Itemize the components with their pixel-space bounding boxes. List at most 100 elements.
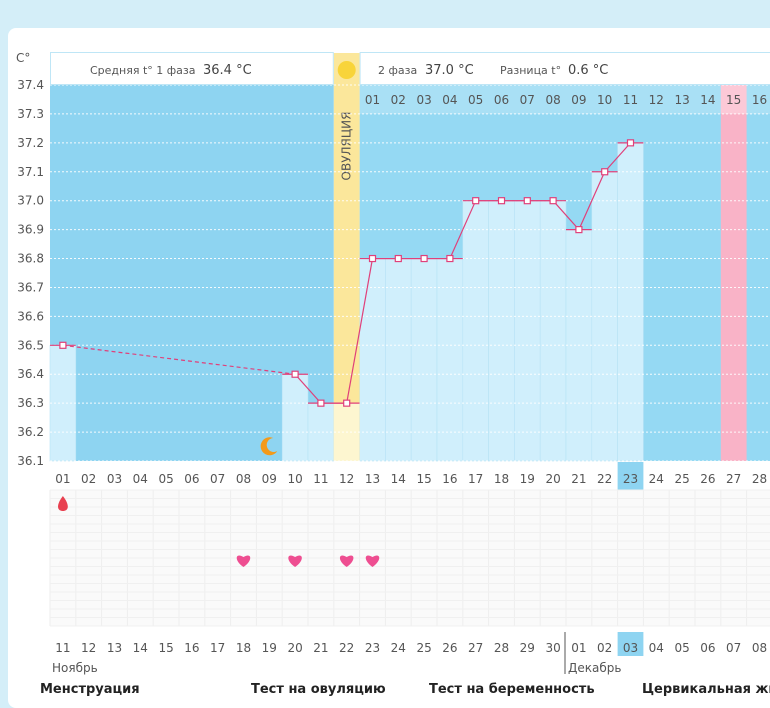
calendar-date: 19: [262, 641, 277, 655]
temperature-point: [368, 254, 377, 263]
temperature-segment: [62, 344, 296, 375]
cycle-day-label: 23: [623, 472, 638, 486]
temperature-point: [549, 197, 557, 205]
temperature-point: [59, 341, 67, 349]
y-tick-label: 36.3: [17, 396, 44, 410]
ovulation-label: ОВУЛЯЦИЯ: [340, 112, 354, 181]
cycle-day-label: 01: [55, 472, 70, 486]
cycle-day-label: 14: [391, 472, 406, 486]
temperature-point: [497, 197, 506, 205]
phase2-day-number: 08: [545, 93, 560, 107]
calendar-date: 28: [494, 641, 509, 655]
temperature-point: [523, 197, 531, 205]
cycle-day-label: 03: [107, 472, 122, 486]
temperature-line: [50, 139, 644, 407]
symptoms-grid-lines: [49, 489, 770, 627]
calendar-date: 02: [597, 641, 612, 655]
calendar-date: 25: [416, 641, 431, 655]
phase2-day-number: 14: [700, 93, 715, 107]
phase2-avg-value: 37.0 °C: [425, 63, 474, 78]
y-axis-title: C°: [16, 51, 30, 65]
cycle-day-label: 19: [520, 472, 535, 486]
phase1-avg-value: 36.4 °C: [203, 63, 252, 78]
bbt-chart: ОВУЛЯЦИЯ 36.1 36.2 36.3 36.4 36.5 36.6 36.7 36.8…: [16, 51, 770, 697]
cycle-day-label: 20: [545, 472, 560, 486]
calendar-date: 30: [545, 641, 560, 655]
phase2-day-number: 07: [520, 93, 535, 107]
cycle-day-label: 18: [494, 472, 509, 486]
y-tick-label: 37.4: [17, 78, 44, 92]
temperature-segment: [578, 171, 606, 230]
temperature-point: [343, 399, 351, 407]
phase2-day-band: [359, 85, 770, 114]
cycle-day-label: 16: [442, 472, 457, 486]
y-tick-label: 36.7: [17, 280, 44, 294]
temperature-point: [420, 254, 428, 263]
calendar-date: 18: [236, 641, 251, 655]
temperature-bar: [514, 200, 541, 462]
phase2-day-number: 03: [416, 93, 431, 107]
temperature-point: [394, 254, 402, 263]
temperature-point: [575, 226, 583, 234]
calendar-date: 12: [81, 641, 96, 655]
temperature-bar: [385, 258, 412, 462]
cycle-day-label: 25: [674, 472, 689, 486]
temperature-bar: [462, 200, 489, 462]
temperature-bars: [49, 142, 644, 462]
calendar-date: 05: [674, 641, 689, 655]
y-axis: 36.1 36.2 36.3 36.4 36.5 36.6 36.7 36.8 36.9 37.0…: [17, 78, 44, 468]
phase2-day-number: 13: [674, 93, 689, 107]
ovulation-column: [333, 53, 360, 461]
phase1-avg-label: Средняя t° 1 фаза: [90, 64, 196, 77]
phase2-day-number: 01: [365, 93, 380, 107]
cycle-day-label: 07: [210, 472, 225, 486]
y-tick-label: 36.9: [17, 223, 44, 237]
phase2-header-box: [359, 52, 770, 85]
cycle-day-label: 12: [339, 472, 354, 486]
calendar-date: 08: [752, 641, 767, 655]
calendar-date: 17: [210, 641, 225, 655]
temperature-bar: [617, 142, 644, 462]
y-tick-label: 36.8: [17, 252, 44, 266]
calendar-date: 24: [391, 641, 406, 655]
calendar-date: 11: [55, 641, 70, 655]
calendar-date: 23: [365, 641, 380, 655]
y-tick-label: 36.5: [17, 338, 44, 352]
temperature-bar: [359, 258, 386, 462]
phase2-day-number: 09: [571, 93, 586, 107]
y-tick-label: 37.3: [17, 107, 44, 121]
calendar-date: 15: [158, 641, 173, 655]
bbt-chart-card: ОВУЛЯЦИЯ 36.1 36.2 36.3 36.4 36.5 36.6 36.7 36.8…: [8, 28, 770, 708]
menstruation-drop-icon: [58, 496, 68, 511]
phase1-header-box: [50, 52, 334, 85]
calendar-date: 03: [623, 641, 638, 655]
cycle-day-label: 22: [597, 472, 612, 486]
phase2-day-number: 12: [649, 93, 664, 107]
sun-icon: [337, 61, 356, 79]
temperature-bar: [410, 258, 438, 462]
temperature-segment: [552, 200, 580, 231]
calendar-date: 06: [700, 641, 715, 655]
phase2-day-number: 16: [752, 93, 767, 107]
cycle-day-label: 21: [571, 472, 586, 486]
heart-icon: [365, 555, 380, 567]
calendar-date: 27: [468, 641, 483, 655]
calendar-date: 26: [442, 641, 457, 655]
temperature-point: [446, 254, 454, 263]
phase2-day-number: 02: [391, 93, 406, 107]
difference-label: Разница t°: [500, 64, 561, 77]
moon-icon: [260, 437, 278, 456]
temperature-point: [472, 197, 480, 205]
heart-icon: [288, 555, 302, 567]
current-date-highlight: [617, 632, 644, 656]
temperature-bar: [436, 258, 464, 462]
temperature-point: [317, 399, 325, 407]
y-tick-label: 36.1: [17, 454, 44, 468]
temperature-segment: [294, 373, 322, 404]
phase2-day-number: 11: [623, 93, 638, 107]
y-tick-label: 36.2: [17, 425, 44, 439]
temperature-segment: [449, 200, 477, 259]
y-tick-label: 36.6: [17, 309, 44, 323]
cycle-day-label: 26: [700, 472, 715, 486]
phase2-avg-label: 2 фаза: [378, 64, 417, 77]
